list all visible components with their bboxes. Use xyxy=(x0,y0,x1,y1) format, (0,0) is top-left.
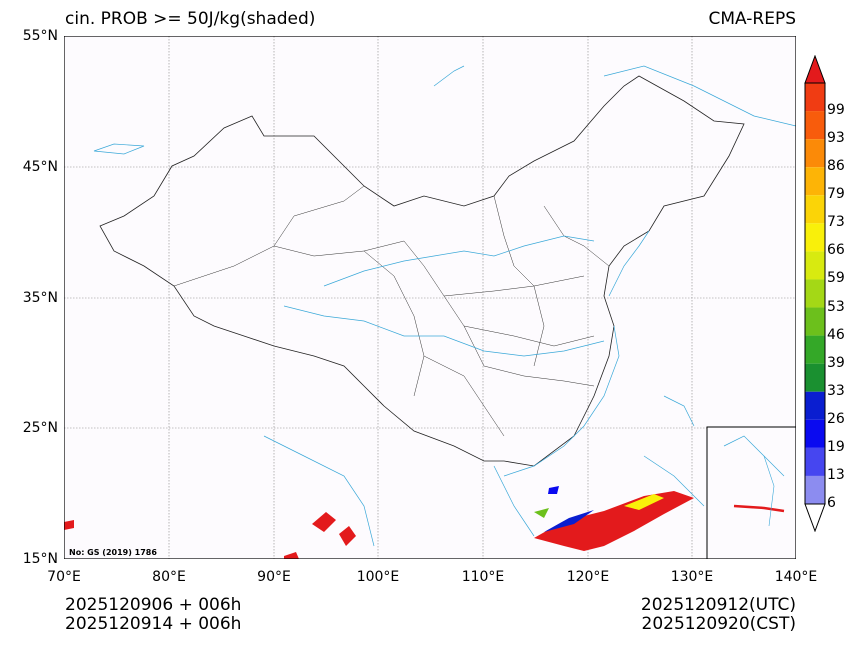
lat-label-55n: 55°N xyxy=(22,28,58,44)
footer-right: 2025120912(UTC) 2025120920(CST) xyxy=(641,596,796,634)
colorbar-tick-label: 73 xyxy=(827,214,845,231)
colorbar-min-triangle xyxy=(804,503,826,532)
lon-label-90e: 90°E xyxy=(257,569,291,585)
colorbar-tick-label: 86 xyxy=(827,158,845,175)
lon-label-70e: 70°E xyxy=(47,569,81,585)
colorbar-tick-label: 66 xyxy=(827,242,845,259)
colorbar-bin xyxy=(805,335,825,364)
colorbar-tick-label: 19 xyxy=(827,438,845,455)
init-time-cst: 2025120914 + 006h xyxy=(65,614,242,634)
lon-label-130e: 130°E xyxy=(670,569,714,585)
colorbar-bin xyxy=(805,223,825,252)
colorbar-tick-label: 33 xyxy=(827,382,845,399)
init-time-utc: 2025120906 + 006h xyxy=(65,595,242,615)
colorbar-tick-label: 13 xyxy=(827,466,845,483)
valid-time-utc: 2025120912(UTC) xyxy=(640,595,796,615)
colorbar-tick-label: 93 xyxy=(827,130,845,147)
colorbar-bin xyxy=(805,475,825,504)
colorbar-tick-label: 6 xyxy=(827,495,836,511)
lon-label-100e: 100°E xyxy=(356,569,400,585)
colorbar-tick-label: 39 xyxy=(827,354,845,371)
colorbar-bin xyxy=(805,419,825,448)
colorbar-bin xyxy=(805,391,825,420)
map-panel: No: GS (2019) 1786 xyxy=(64,36,796,559)
colorbar-tick-label: 59 xyxy=(827,270,845,287)
probability-shading xyxy=(64,486,694,559)
lon-label-120e: 120°E xyxy=(566,569,610,585)
lon-label-110e: 110°E xyxy=(461,569,505,585)
model-name: CMA-REPS xyxy=(708,9,796,29)
colorbar-bin xyxy=(805,195,825,224)
china-border xyxy=(99,75,745,467)
colorbar-bin xyxy=(805,279,825,308)
colorbar-bin xyxy=(805,251,825,280)
colorbar xyxy=(804,55,826,532)
colorbar-tick-label: 26 xyxy=(827,410,845,427)
colorbar-tick-label: 53 xyxy=(827,298,845,315)
lat-label-15n: 15°N xyxy=(22,551,58,567)
lat-label-35n: 35°N xyxy=(22,290,58,306)
lon-label-80e: 80°E xyxy=(152,569,186,585)
valid-time-cst: 2025120920(CST) xyxy=(641,614,796,634)
colorbar-bin xyxy=(805,111,825,140)
colorbar-max-triangle xyxy=(804,55,826,84)
gridlines xyxy=(64,36,796,559)
footer-left: 2025120906 + 006h 2025120914 + 006h xyxy=(65,596,241,634)
map-background xyxy=(64,36,796,559)
colorbar-bin xyxy=(805,167,825,196)
colorbar-tick-label: 79 xyxy=(827,186,845,203)
colorbar-tick-label: 46 xyxy=(827,326,845,343)
colorbar-bin xyxy=(805,447,825,476)
lat-label-25n: 25°N xyxy=(22,420,58,436)
map-note: No: GS (2019) 1786 xyxy=(69,548,157,557)
colorbar-bin xyxy=(805,139,825,168)
colorbar-bin xyxy=(805,363,825,392)
lat-label-45n: 45°N xyxy=(22,159,58,175)
south-china-sea-inset xyxy=(706,426,796,559)
map-title: cin. PROB >= 50J/kg(shaded) xyxy=(65,9,316,29)
colorbar-tick-label: 99 xyxy=(827,102,845,119)
rivers-coastlines xyxy=(93,65,796,547)
lon-label-140e: 140°E xyxy=(774,569,818,585)
colorbar-bin xyxy=(805,307,825,336)
colorbar-bin xyxy=(805,83,825,112)
